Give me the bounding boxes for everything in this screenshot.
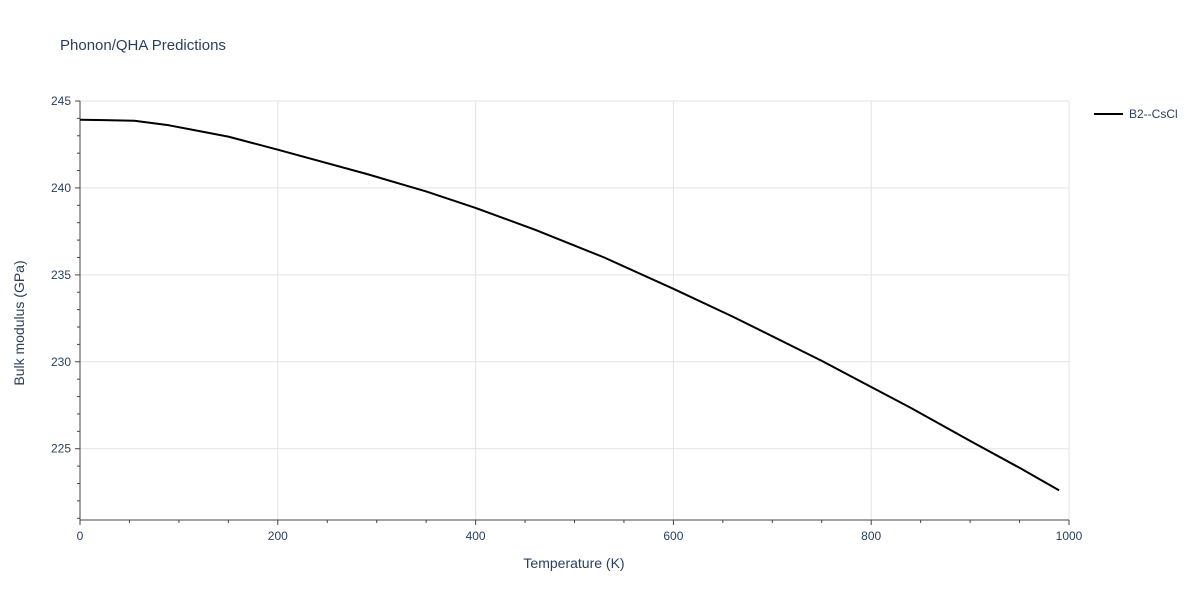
series-line <box>79 118 1060 492</box>
y-tick-label: 225 <box>51 442 71 456</box>
chart-title: Phonon/QHA Predictions <box>60 37 226 54</box>
y-tick-label: 230 <box>51 355 71 369</box>
y-tick-label: 240 <box>51 181 71 195</box>
x-tick-label: 800 <box>861 529 881 543</box>
x-tick-label: 1000 <box>1056 529 1083 543</box>
legend-label: B2--CsCl <box>1129 107 1178 121</box>
axes: 0 200 400 600 800 1000 225 230 235 240 245 <box>51 94 1083 543</box>
grid <box>80 100 1070 520</box>
y-axis-title: Bulk modulus (GPa) <box>11 260 27 385</box>
x-tick-label: 200 <box>268 529 288 543</box>
y-tick-label: 245 <box>51 94 71 108</box>
x-tick-label: 0 <box>77 529 84 543</box>
x-tick-label: 600 <box>663 529 683 543</box>
x-axis-title: Temperature (K) <box>523 555 624 571</box>
y-tick-label: 235 <box>51 268 71 282</box>
x-tick-label: 400 <box>466 529 486 543</box>
legend[interactable]: B2--CsCl <box>1094 107 1178 121</box>
series-layer <box>79 118 1060 492</box>
